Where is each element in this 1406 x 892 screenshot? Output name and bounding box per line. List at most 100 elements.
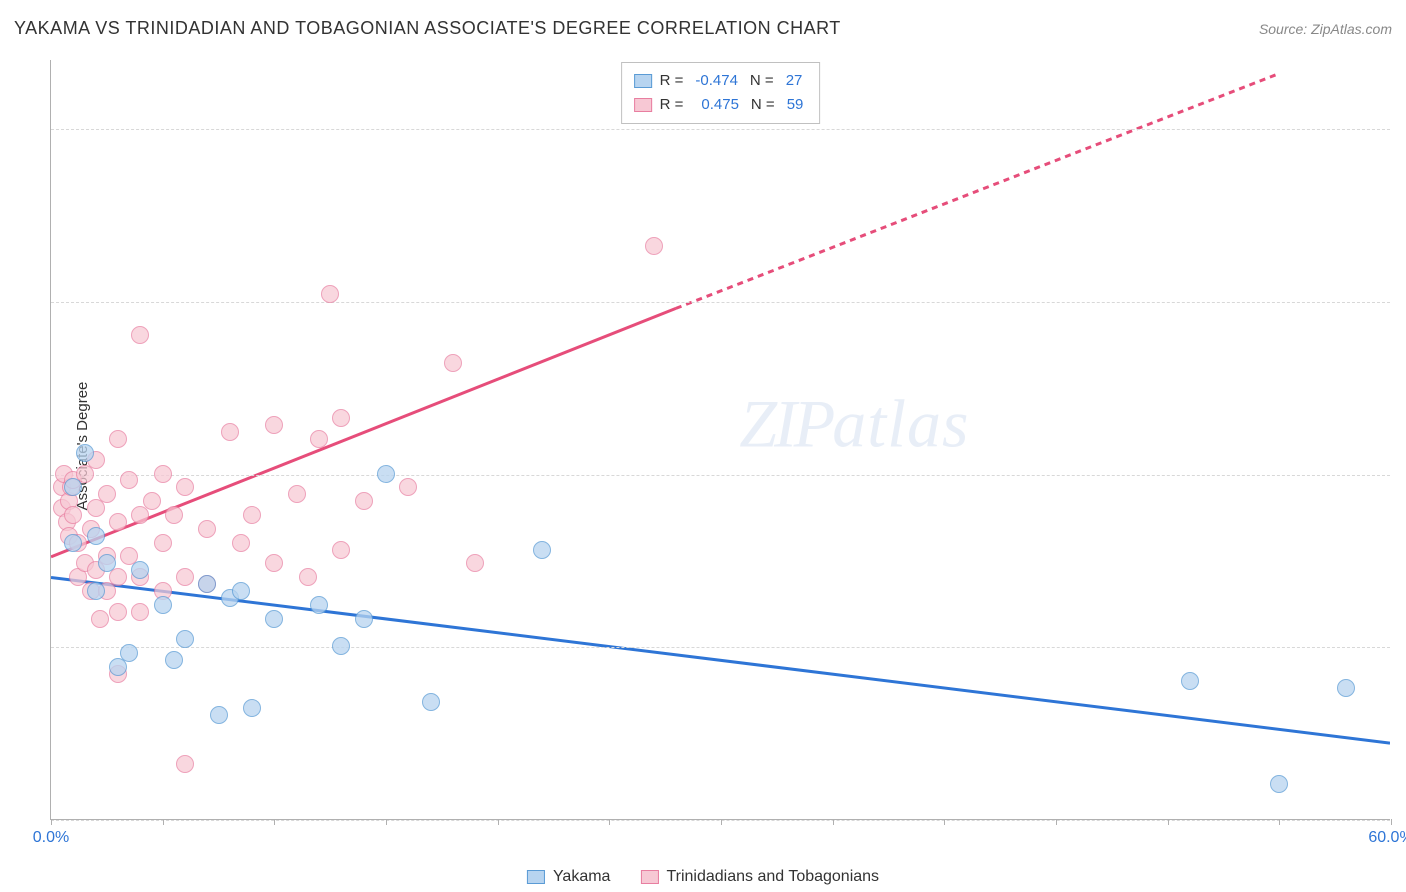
data-point (265, 416, 283, 434)
source-name: ZipAtlas.com (1311, 21, 1392, 37)
data-point (288, 485, 306, 503)
y-tick-label: 25.0% (1400, 638, 1406, 656)
data-point (422, 693, 440, 711)
correlation-row-1: R = -0.474 N = 27 (634, 69, 808, 93)
data-point (332, 541, 350, 559)
r-label-2: R = (660, 93, 684, 117)
data-point (466, 554, 484, 572)
data-point (64, 478, 82, 496)
y-tick-label: 50.0% (1400, 466, 1406, 484)
source-prefix: Source: (1259, 21, 1311, 37)
watermark: ZIPatlas (739, 385, 969, 464)
r-value-1: -0.474 (691, 69, 742, 93)
swatch-series-1 (634, 74, 652, 88)
watermark-bold: ZIP (739, 386, 832, 462)
data-point (232, 582, 250, 600)
data-point (243, 506, 261, 524)
x-tick-label: 60.0% (1368, 829, 1406, 847)
watermark-rest: atlas (832, 386, 969, 462)
data-point (243, 699, 261, 717)
data-point (109, 603, 127, 621)
data-point (198, 520, 216, 538)
x-tick-label: 0.0% (33, 829, 69, 847)
data-point (645, 237, 663, 255)
data-point (91, 610, 109, 628)
data-point (176, 568, 194, 586)
x-tick (944, 819, 945, 825)
y-tick-label: 75.0% (1400, 293, 1406, 311)
data-point (310, 596, 328, 614)
x-tick (1168, 819, 1169, 825)
data-point (377, 465, 395, 483)
x-tick (1391, 819, 1392, 825)
data-point (131, 561, 149, 579)
gridline (51, 475, 1390, 476)
swatch-bottom-1 (527, 870, 545, 884)
x-tick (833, 819, 834, 825)
data-point (87, 582, 105, 600)
x-tick (1279, 819, 1280, 825)
data-point (444, 354, 462, 372)
data-point (355, 492, 373, 510)
data-point (131, 326, 149, 344)
gridline (51, 302, 1390, 303)
data-point (1181, 672, 1199, 690)
x-tick (163, 819, 164, 825)
data-point (131, 603, 149, 621)
data-point (98, 554, 116, 572)
data-point (198, 575, 216, 593)
chart-source: Source: ZipAtlas.com (1259, 21, 1392, 37)
n-label-2: N = (751, 93, 775, 117)
data-point (265, 610, 283, 628)
correlation-row-2: R = 0.475 N = 59 (634, 93, 808, 117)
data-point (176, 630, 194, 648)
data-point (332, 637, 350, 655)
x-tick (274, 819, 275, 825)
data-point (154, 596, 172, 614)
n-value-2: 59 (783, 93, 808, 117)
gridline (51, 647, 1390, 648)
x-tick (498, 819, 499, 825)
data-point (64, 506, 82, 524)
data-point (165, 651, 183, 669)
n-label-1: N = (750, 69, 774, 93)
data-point (154, 465, 172, 483)
data-point (64, 534, 82, 552)
data-point (1337, 679, 1355, 697)
legend-item-2: Trinidadians and Tobagonians (640, 868, 879, 886)
chart-title: YAKAMA VS TRINIDADIAN AND TOBAGONIAN ASS… (14, 18, 841, 39)
n-value-1: 27 (782, 69, 807, 93)
x-tick (721, 819, 722, 825)
plot-area: ZIPatlas R = -0.474 N = 27 R = 0.475 N =… (50, 60, 1390, 820)
data-point (76, 444, 94, 462)
gridline (51, 129, 1390, 130)
data-point (533, 541, 551, 559)
x-tick (1056, 819, 1057, 825)
data-point (120, 644, 138, 662)
data-point (154, 534, 172, 552)
data-point (120, 471, 138, 489)
data-point (299, 568, 317, 586)
swatch-series-2 (634, 98, 652, 112)
data-point (109, 430, 127, 448)
data-point (232, 534, 250, 552)
data-point (399, 478, 417, 496)
trend-line (51, 578, 1390, 744)
correlation-legend: R = -0.474 N = 27 R = 0.475 N = 59 (621, 62, 821, 124)
data-point (109, 513, 127, 531)
data-point (355, 610, 373, 628)
data-point (221, 423, 239, 441)
data-point (165, 506, 183, 524)
r-label-1: R = (660, 69, 684, 93)
legend-label-2: Trinidadians and Tobagonians (666, 868, 879, 886)
legend-item-1: Yakama (527, 868, 611, 886)
data-point (143, 492, 161, 510)
data-point (332, 409, 350, 427)
data-point (265, 554, 283, 572)
x-tick (51, 819, 52, 825)
data-point (176, 478, 194, 496)
swatch-bottom-2 (640, 870, 658, 884)
series-legend: Yakama Trinidadians and Tobagonians (527, 868, 879, 886)
x-tick (609, 819, 610, 825)
data-point (210, 706, 228, 724)
